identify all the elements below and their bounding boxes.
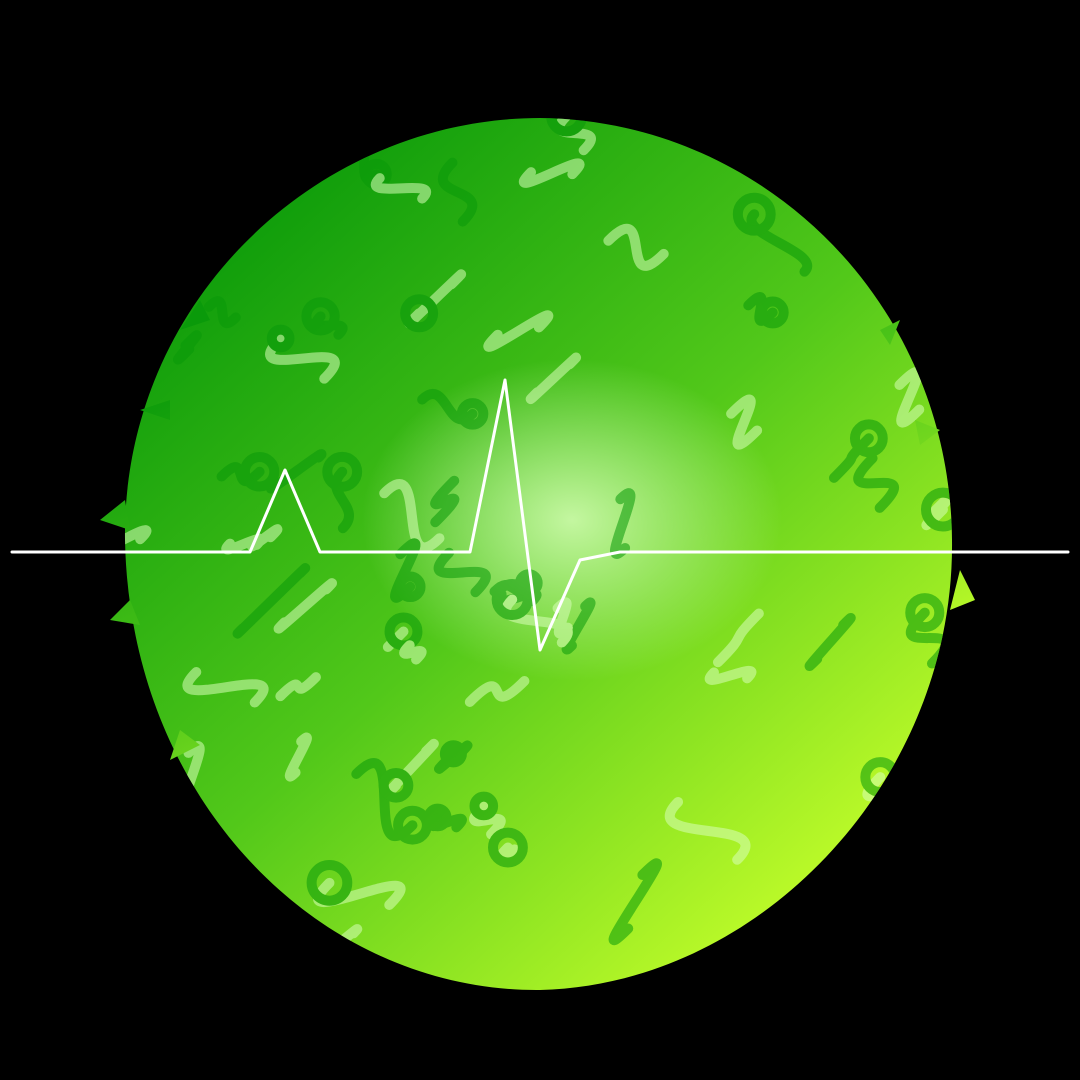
leaf-bud [732,192,776,236]
leaf-vein [898,132,947,160]
leaf-vein [371,173,431,204]
heartbeat-icon [10,378,1070,652]
leaf-vein [853,453,899,513]
leaf-bud [306,860,353,906]
leaf-bud [439,740,467,768]
leaf-vein [808,946,849,991]
leaf-vein [603,223,669,271]
leaf-vein [804,613,856,671]
leaf-vein [746,209,813,277]
leaf-bud [266,324,295,353]
leaf-bud [456,398,489,430]
leaf-bud [301,297,340,336]
leaf-vein [726,394,763,450]
leaf-bud [400,294,439,333]
leaf-vein [141,827,210,876]
leaf-vein [894,367,925,428]
leaf-vein [664,796,751,865]
leaf-vein [898,861,929,912]
leaf-vein [203,296,241,329]
leaf-vein [561,597,596,655]
leaf-bud [756,296,789,329]
leaf-bud [378,767,414,803]
leaf-vein [437,157,478,227]
leaf-bud [894,880,932,917]
leaf-vein [399,640,427,665]
leaf-bud [394,571,426,603]
leaf-bud [423,803,452,832]
leaf-vein [124,896,198,935]
leaf-bud [488,827,528,868]
leaf-vein [266,449,327,494]
leaf-vein [331,466,354,534]
leaf-vein [430,475,460,528]
leaf-bud [905,593,945,633]
leaf-bud [239,452,280,492]
leaf-bud [330,118,362,119]
leaf-vein [232,563,311,639]
leaf-vein [464,675,530,707]
leaf-vein [433,547,491,598]
leaf-vein [124,525,152,568]
leaf-bud [232,887,267,922]
leaf-vein [390,538,421,603]
leaf-vein [265,333,340,384]
leaf-bud [849,419,888,458]
leaf-bud [322,451,363,492]
leaf-vein [198,894,255,918]
center-highlight [260,290,860,750]
leaf-vein [712,608,764,668]
leaf-bud [469,791,499,821]
leaf-vein [379,479,445,553]
leaf-vein [284,732,312,782]
leaf-vein [182,666,269,708]
leaf-vein [218,871,254,948]
leaf-bud [546,118,587,137]
leaf-bud [920,487,953,532]
leaf-vein [322,118,355,139]
leaf-vein [518,158,585,188]
leaf-vein [704,665,757,685]
leaf-vein [608,858,663,946]
leaf-vein [273,578,337,634]
leaf-vein [552,597,573,639]
leaf-vein [525,352,581,404]
leaf-vein [483,310,554,352]
leaf-vein [275,672,321,702]
leaf-vein [362,118,400,136]
leaf-cluster [124,118,953,991]
leaf-vein [173,330,202,365]
leaf-vein [496,842,520,863]
